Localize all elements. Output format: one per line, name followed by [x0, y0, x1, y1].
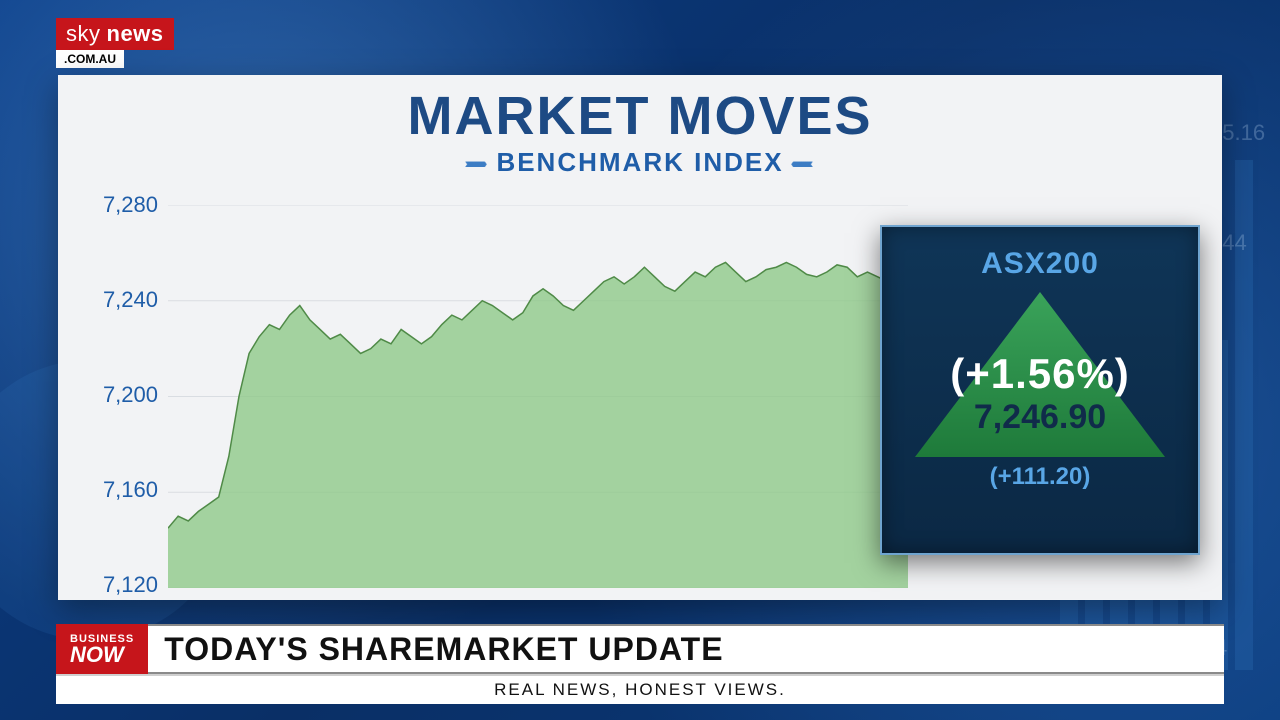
asx-percent-change: (+1.56%) [950, 350, 1130, 398]
area-chart [168, 205, 908, 588]
logo-domain: .COM.AU [56, 50, 124, 68]
lower-third: BUSINESS NOW TODAY'S SHAREMARKET UPDATE … [56, 624, 1224, 704]
program-tag: BUSINESS NOW [56, 624, 148, 674]
asx-point-change: (+111.20) [990, 463, 1091, 491]
logo-word-sky: sky [66, 21, 101, 47]
chart-card: MARKET MOVES ›››››››››››››››››››››››››››… [58, 75, 1222, 600]
y-tick-label: 7,160 [103, 477, 158, 503]
logo-word-news: news [107, 21, 164, 47]
asx-value: 7,246.90 [974, 398, 1106, 437]
network-logo: sky news .COM.AU [56, 18, 174, 68]
chevron-right-strip: ›››››››››››››››››››››››››››› [468, 156, 487, 170]
y-tick-label: 7,120 [103, 572, 158, 598]
asx-arrow-wrap: (+1.56%) 7,246.90 [910, 287, 1170, 457]
card-subtitle-row: ›››››››››››››››››››››››››››› BENCHMARK I… [78, 147, 1202, 178]
logo-wordmark: sky news [56, 18, 174, 50]
program-tag-line2: NOW [70, 645, 134, 665]
asx-index-name: ASX200 [981, 247, 1099, 281]
y-axis-labels: 7,2807,2407,2007,1607,120 [78, 205, 168, 588]
y-tick-label: 7,280 [103, 192, 158, 218]
card-subtitle: BENCHMARK INDEX [496, 147, 783, 178]
strap-text: REAL NEWS, HONEST VIEWS. [494, 680, 786, 700]
strap-bar: REAL NEWS, HONEST VIEWS. [56, 674, 1224, 704]
card-title: MARKET MOVES [78, 85, 1202, 147]
y-tick-label: 7,240 [103, 287, 158, 313]
lower-third-top: BUSINESS NOW TODAY'S SHAREMARKET UPDATE [56, 624, 1224, 674]
y-tick-label: 7,200 [103, 382, 158, 408]
chevron-left-strip: ‹‹‹‹‹‹‹‹‹‹‹‹‹‹‹‹‹‹‹‹‹‹‹‹‹‹‹‹ [794, 156, 813, 170]
headline-text: TODAY'S SHAREMARKET UPDATE [164, 631, 723, 668]
headline-bar: TODAY'S SHAREMARKET UPDATE [148, 624, 1224, 674]
asx-summary-box: ASX200 (+1.56%) 7,246.90 (+111.20) [880, 225, 1200, 555]
